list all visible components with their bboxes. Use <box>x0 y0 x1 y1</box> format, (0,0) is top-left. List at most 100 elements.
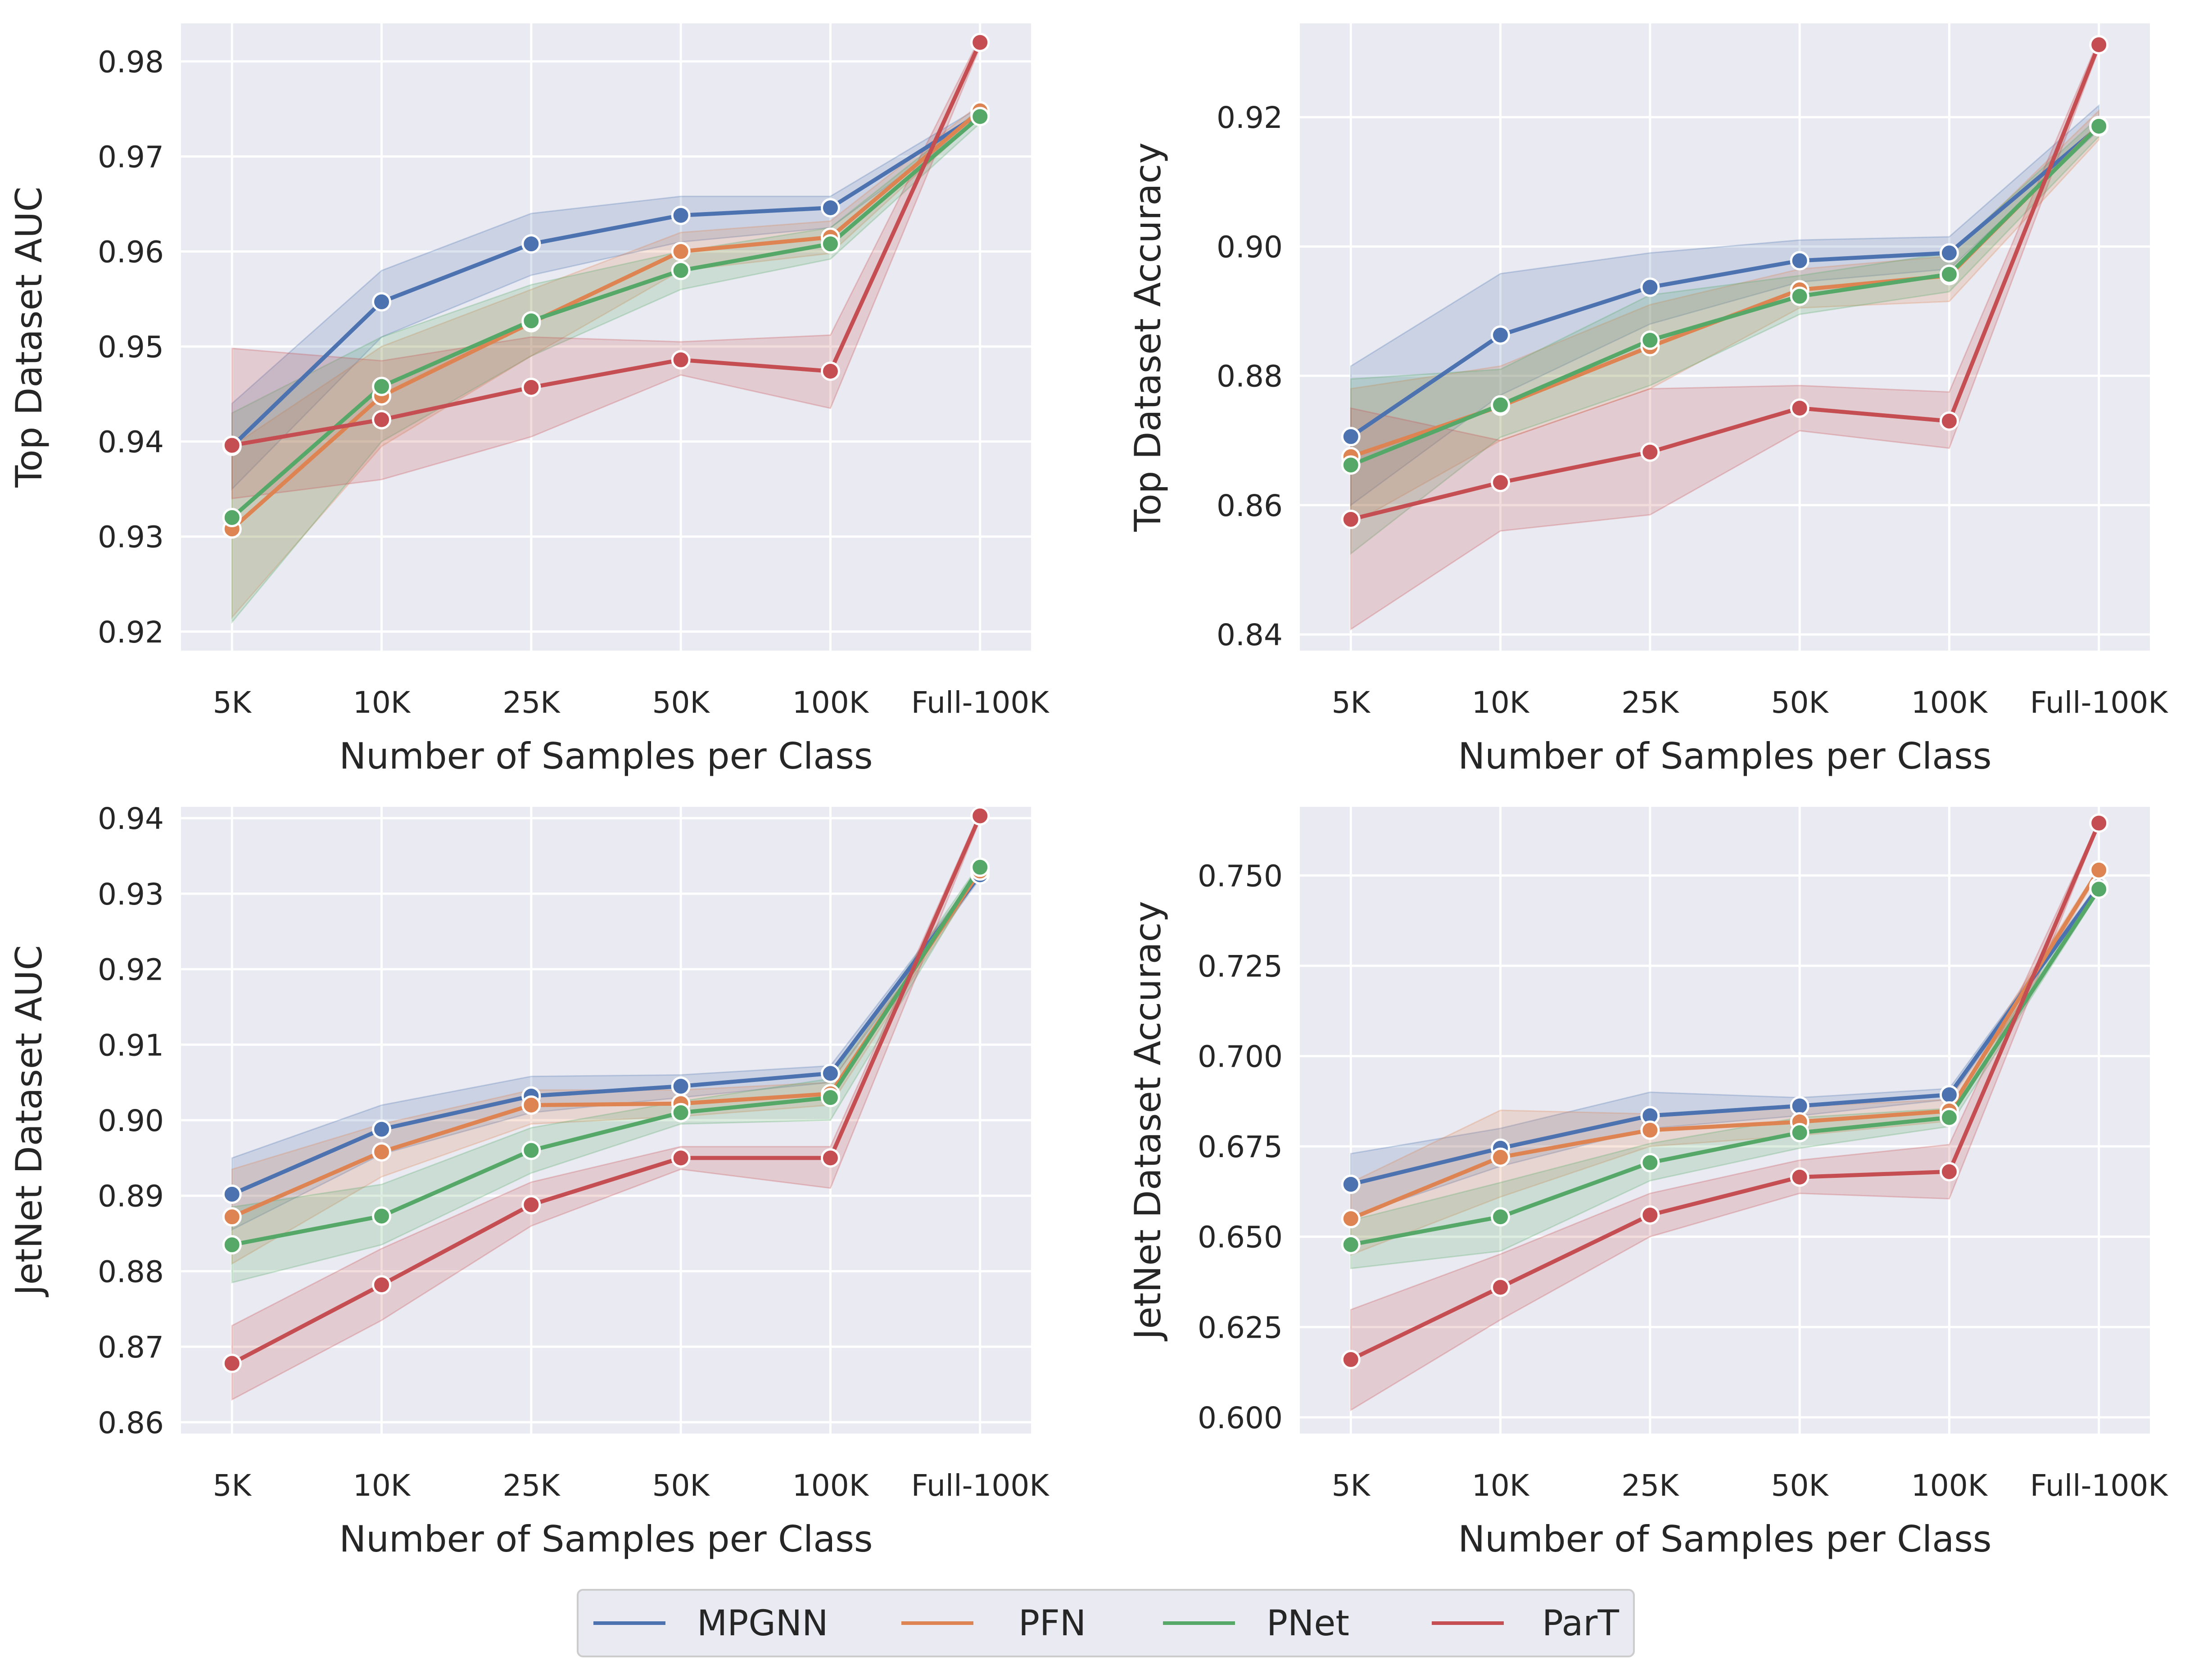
point-part <box>820 361 840 381</box>
x-tick-label: 25K <box>1621 685 1679 720</box>
point-pfn <box>671 242 691 262</box>
point-part <box>1491 473 1511 493</box>
point-pfn <box>222 1207 242 1227</box>
point-pfn <box>1491 1147 1511 1167</box>
y-axis-label: Top Dataset AUC <box>8 186 50 488</box>
y-tick-label: 0.750 <box>1198 859 1283 893</box>
point-pnet <box>1790 1123 1809 1143</box>
y-tick-label: 0.94 <box>98 801 164 836</box>
line-pfn <box>231 109 982 531</box>
line-pnet <box>231 115 982 519</box>
y-axis-label: JetNet Dataset Accuracy <box>1127 901 1169 1342</box>
point-pnet <box>970 107 990 127</box>
point-part <box>671 1148 691 1168</box>
y-tick-label: 0.93 <box>98 877 164 912</box>
line-mpgnn <box>1350 885 2101 1186</box>
line-pfn <box>1350 869 2101 1221</box>
point-pnet <box>2089 879 2109 899</box>
subplot-top-accuracy: 5K 10K 25K 50K 100K Full-100K 0.84 0.86 … <box>1127 23 2168 777</box>
point-mpgnn <box>671 205 691 225</box>
legend-item-mpgnn: MPGNN <box>593 1603 828 1644</box>
point-mpgnn <box>372 292 392 312</box>
point-part <box>1640 1205 1660 1225</box>
series-lines <box>231 815 982 1365</box>
y-tick-label: 0.96 <box>98 235 164 270</box>
y-tick-label: 0.92 <box>98 953 164 987</box>
point-part <box>1491 1277 1511 1297</box>
point-mpgnn <box>1790 251 1809 271</box>
point-part <box>372 410 392 430</box>
y-tick-labels: 0.84 0.86 0.88 0.90 0.92 <box>1217 100 1283 652</box>
point-pnet <box>372 1206 392 1226</box>
point-pfn <box>521 1095 541 1115</box>
point-pnet <box>2089 116 2109 136</box>
point-part <box>222 435 242 455</box>
y-tick-label: 0.86 <box>1217 489 1283 523</box>
x-tick-label: Full-100K <box>2030 685 2169 720</box>
point-mpgnn <box>1790 1096 1809 1116</box>
y-tick-label: 0.89 <box>98 1179 164 1214</box>
series-lines <box>231 41 982 531</box>
y-tick-labels: 0.600 0.625 0.650 0.675 0.700 0.725 0.75… <box>1198 859 1283 1435</box>
point-mpgnn <box>1491 325 1511 345</box>
x-tick-label: Full-100K <box>911 685 1050 720</box>
y-tick-label: 0.88 <box>1217 359 1283 394</box>
point-pnet <box>1491 1207 1511 1227</box>
x-tick-label: 10K <box>1472 685 1530 720</box>
subplot-jetnet-accuracy: 5K 10K 25K 50K 100K Full-100K 0.600 0.62… <box>1127 807 2168 1560</box>
x-tick-label: Full-100K <box>911 1468 1050 1503</box>
y-tick-label: 0.98 <box>98 45 164 79</box>
series-markers <box>222 32 990 539</box>
point-part <box>820 1148 840 1168</box>
y-tick-label: 0.94 <box>98 425 164 460</box>
point-pnet <box>1939 264 1959 284</box>
line-pnet <box>231 866 982 1247</box>
y-axis-label: Top Dataset Accuracy <box>1127 142 1169 532</box>
legend-label: PNet <box>1267 1603 1349 1644</box>
point-part <box>222 1353 242 1373</box>
x-tick-labels: 5K 10K 25K 50K 100K Full-100K <box>213 685 1050 720</box>
point-pnet <box>820 1088 840 1108</box>
x-tick-label: 50K <box>652 1468 710 1503</box>
point-pnet <box>521 311 541 331</box>
point-part <box>970 806 990 826</box>
plot-area <box>1300 23 2150 651</box>
plot-area <box>1300 807 2150 1434</box>
point-pnet <box>1491 395 1511 415</box>
y-tick-label: 0.90 <box>1217 230 1283 264</box>
gridlines <box>181 23 1031 651</box>
point-part <box>521 1195 541 1215</box>
x-tick-label: 5K <box>1332 1468 1371 1503</box>
x-tick-label: 10K <box>353 685 411 720</box>
line-mpgnn <box>1349 125 2100 439</box>
y-tick-label: 0.88 <box>98 1254 164 1289</box>
point-pnet <box>222 508 242 528</box>
point-pnet <box>1640 330 1660 350</box>
series-lines <box>1350 822 2101 1362</box>
subplot-jetnet-auc: 5K 10K 25K 50K 100K Full-100K 0.86 0.87 … <box>8 801 1049 1560</box>
point-pnet <box>1341 455 1361 475</box>
y-tick-label: 0.725 <box>1198 949 1283 984</box>
point-pnet <box>671 261 691 281</box>
point-mpgnn <box>1640 277 1660 297</box>
x-tick-label: 25K <box>502 1468 561 1503</box>
x-tick-label: 25K <box>502 685 561 720</box>
point-part <box>1939 1162 1959 1181</box>
series-markers <box>1341 813 2109 1370</box>
legend-box <box>577 1589 1635 1657</box>
y-tick-label: 0.675 <box>1198 1130 1283 1164</box>
y-tick-label: 0.625 <box>1198 1310 1283 1345</box>
legend-label: PFN <box>1018 1603 1086 1644</box>
y-tick-label: 0.650 <box>1198 1220 1283 1255</box>
point-mpgnn <box>521 234 541 254</box>
y-tick-label: 0.95 <box>98 330 164 365</box>
line-mpgnn <box>231 873 982 1196</box>
plot-area <box>181 23 1031 651</box>
line-pnet <box>1350 888 2101 1247</box>
point-part <box>1939 411 1959 431</box>
y-axis-label: JetNet Dataset AUC <box>8 945 50 1298</box>
x-axis-label: Number of Samples per Class <box>1458 735 1991 777</box>
point-part <box>372 1275 392 1295</box>
line-pnet <box>1350 125 2100 467</box>
legend-label: ParT <box>1542 1603 1619 1644</box>
